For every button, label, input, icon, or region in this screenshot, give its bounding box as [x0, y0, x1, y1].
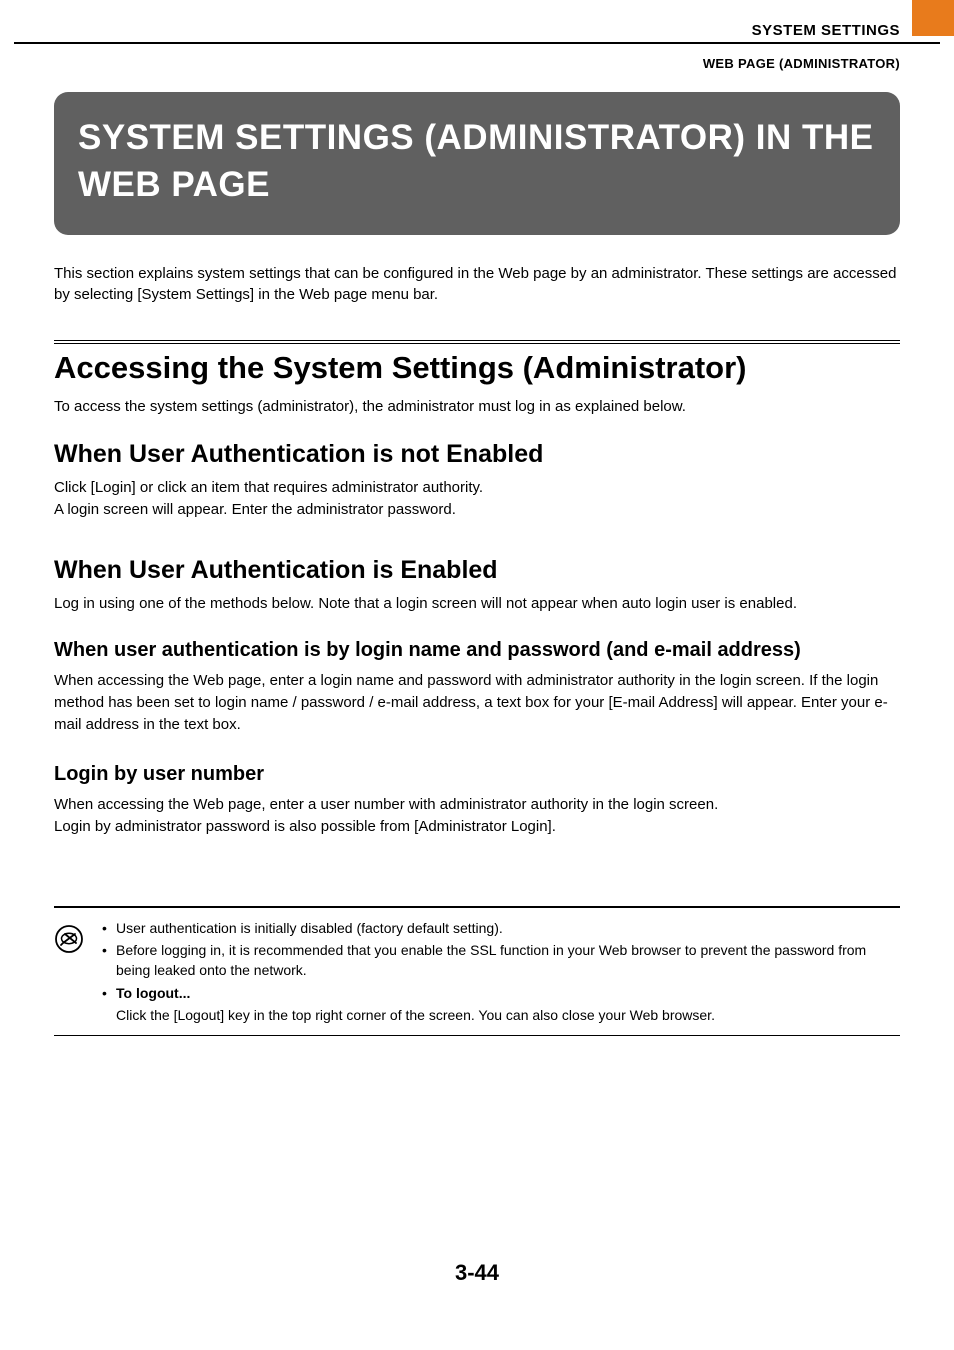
header-sub-label: WEB PAGE (ADMINISTRATOR) [703, 56, 900, 71]
note-bullet1: User authentication is initially disable… [116, 918, 900, 938]
chapter-banner: SYSTEM SETTINGS (ADMINISTRATOR) IN THE W… [54, 92, 900, 235]
bullet-glyph: • [102, 918, 116, 938]
auth-loginname-body: When accessing the Web page, enter a log… [54, 670, 900, 735]
section-lead: To access the system settings (administr… [54, 396, 900, 418]
auth-usernum-title: Login by user number [54, 761, 900, 788]
note-bullet3-body: Click the [Logout] key in the top right … [102, 1005, 900, 1025]
page-number: 3-44 [0, 1260, 954, 1286]
section-title-accessing: Accessing the System Settings (Administr… [54, 350, 900, 386]
subsection-not-enabled-title: When User Authentication is not Enabled [54, 440, 900, 469]
usernum-line1: When accessing the Web page, enter a use… [54, 796, 718, 813]
intro-paragraph: This section explains system settings th… [54, 263, 900, 307]
bullet-glyph: • [102, 940, 116, 981]
auth-loginname-title: When user authentication is by login nam… [54, 637, 900, 664]
note-list: • User authentication is initially disab… [102, 918, 900, 1025]
subsection-not-enabled-body: Click [Login] or click an item that requ… [54, 477, 900, 521]
section-rule [54, 340, 900, 344]
page-content: SYSTEM SETTINGS (ADMINISTRATOR) IN THE W… [54, 92, 900, 1036]
not-enabled-line1: Click [Login] or click an item that requ… [54, 479, 483, 496]
note-bullet3-bold: To logout... [116, 983, 900, 1003]
orange-tab [912, 0, 954, 36]
usernum-line2: Login by administrator password is also … [54, 818, 556, 835]
top-rule [14, 42, 940, 44]
note-icon [54, 918, 90, 1025]
subsection-enabled-title: When User Authentication is Enabled [54, 556, 900, 585]
subsection-enabled-lead: Log in using one of the methods below. N… [54, 593, 900, 615]
note-block: • User authentication is initially disab… [54, 906, 900, 1036]
not-enabled-line2: A login screen will appear. Enter the ad… [54, 501, 456, 518]
header-section-label: SYSTEM SETTINGS [752, 22, 900, 39]
note-bullet2: Before logging in, it is recommended tha… [116, 940, 900, 981]
bullet-glyph: • [102, 983, 116, 1003]
auth-usernum-body: When accessing the Web page, enter a use… [54, 794, 900, 838]
chapter-title: SYSTEM SETTINGS (ADMINISTRATOR) IN THE W… [78, 114, 876, 209]
